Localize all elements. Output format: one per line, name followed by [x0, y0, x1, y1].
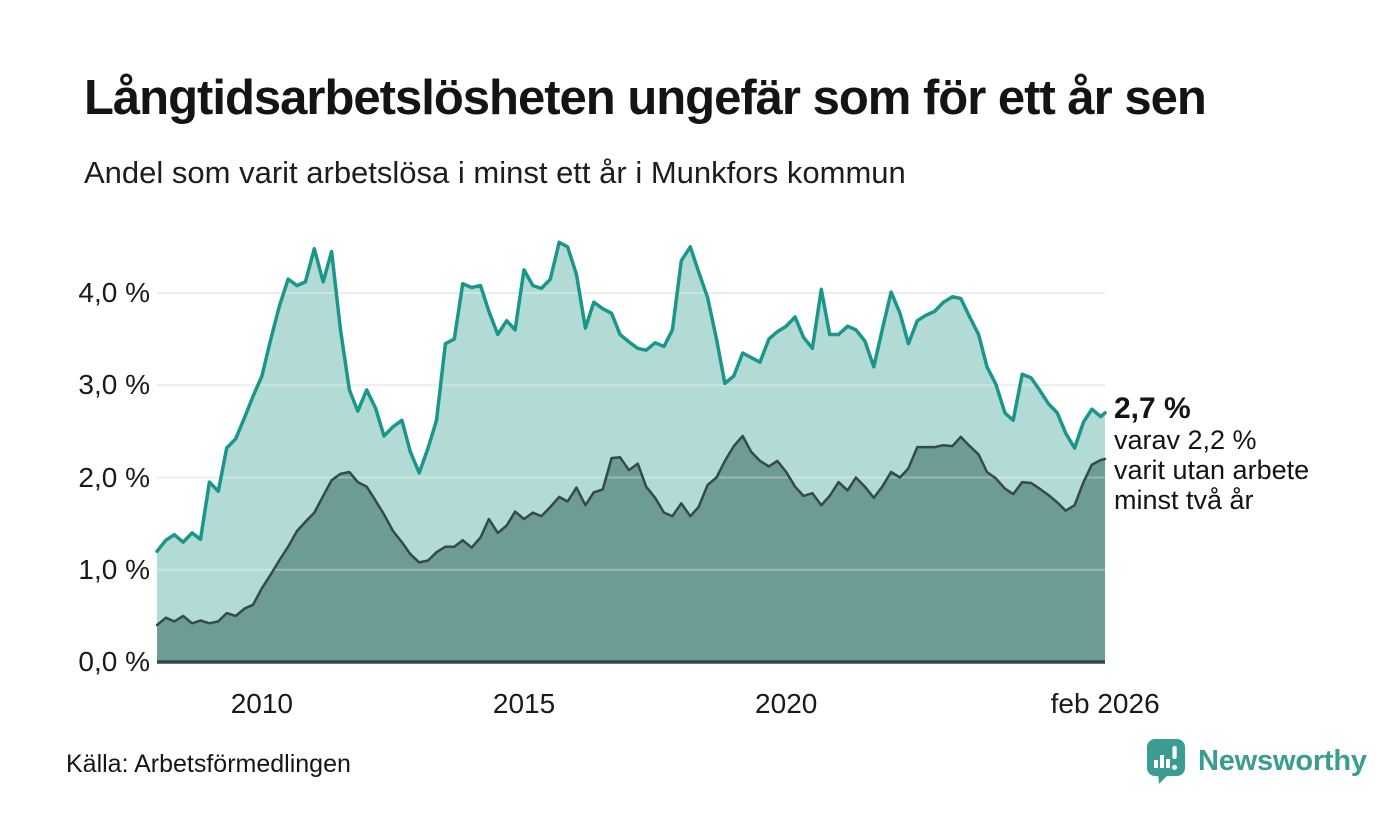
- x-axis-tick: 2020: [755, 688, 818, 719]
- chart-subtitle: Andel som varit arbetslösa i minst ett å…: [84, 155, 906, 190]
- logo-bar-icon: [1154, 760, 1158, 768]
- source-note: Källa: Arbetsförmedlingen: [66, 750, 351, 778]
- annotation-detail-line: varit utan arbete: [1114, 455, 1310, 485]
- y-axis-tick: 3,0 %: [78, 369, 150, 401]
- newsworthy-logo: Newsworthy: [1146, 738, 1367, 785]
- latest-two-year-value: varav 2,2 %: [1114, 425, 1257, 455]
- page-title: Långtidsarbetslösheten ungefär som för e…: [84, 71, 1207, 125]
- y-axis-tick: 4,0 %: [78, 277, 150, 308]
- newsworthy-icon: [1147, 739, 1185, 784]
- line-two-year: [155, 434, 1107, 627]
- x-axis-tick: 2010: [230, 688, 294, 719]
- area-two-year: [157, 436, 1105, 662]
- logo-bar-icon: [1160, 755, 1164, 768]
- logo-bar-icon: [1166, 759, 1170, 768]
- x-axis-tick: feb 2026: [1050, 688, 1160, 719]
- y-axis-tick: 2,0 %: [78, 461, 150, 493]
- y-axis-tick: 0,0 %: [78, 646, 150, 677]
- area-total: [157, 242, 1105, 663]
- latest-value-annotation: 2,7 % varav 2,2 % varit utan arbete mins…: [1114, 392, 1309, 515]
- logo-exclamation-dot-icon: [1172, 764, 1178, 770]
- brand-name: Newsworthy: [1198, 745, 1367, 777]
- latest-total-value: 2,7 %: [1114, 392, 1191, 425]
- annotation-detail-line: minst två år: [1114, 485, 1254, 515]
- line-total: [155, 240, 1107, 554]
- x-axis-tick: 2015: [492, 688, 556, 719]
- logo-exclamation-icon: [1172, 746, 1177, 759]
- y-axis-tick: 1,0 %: [78, 553, 150, 585]
